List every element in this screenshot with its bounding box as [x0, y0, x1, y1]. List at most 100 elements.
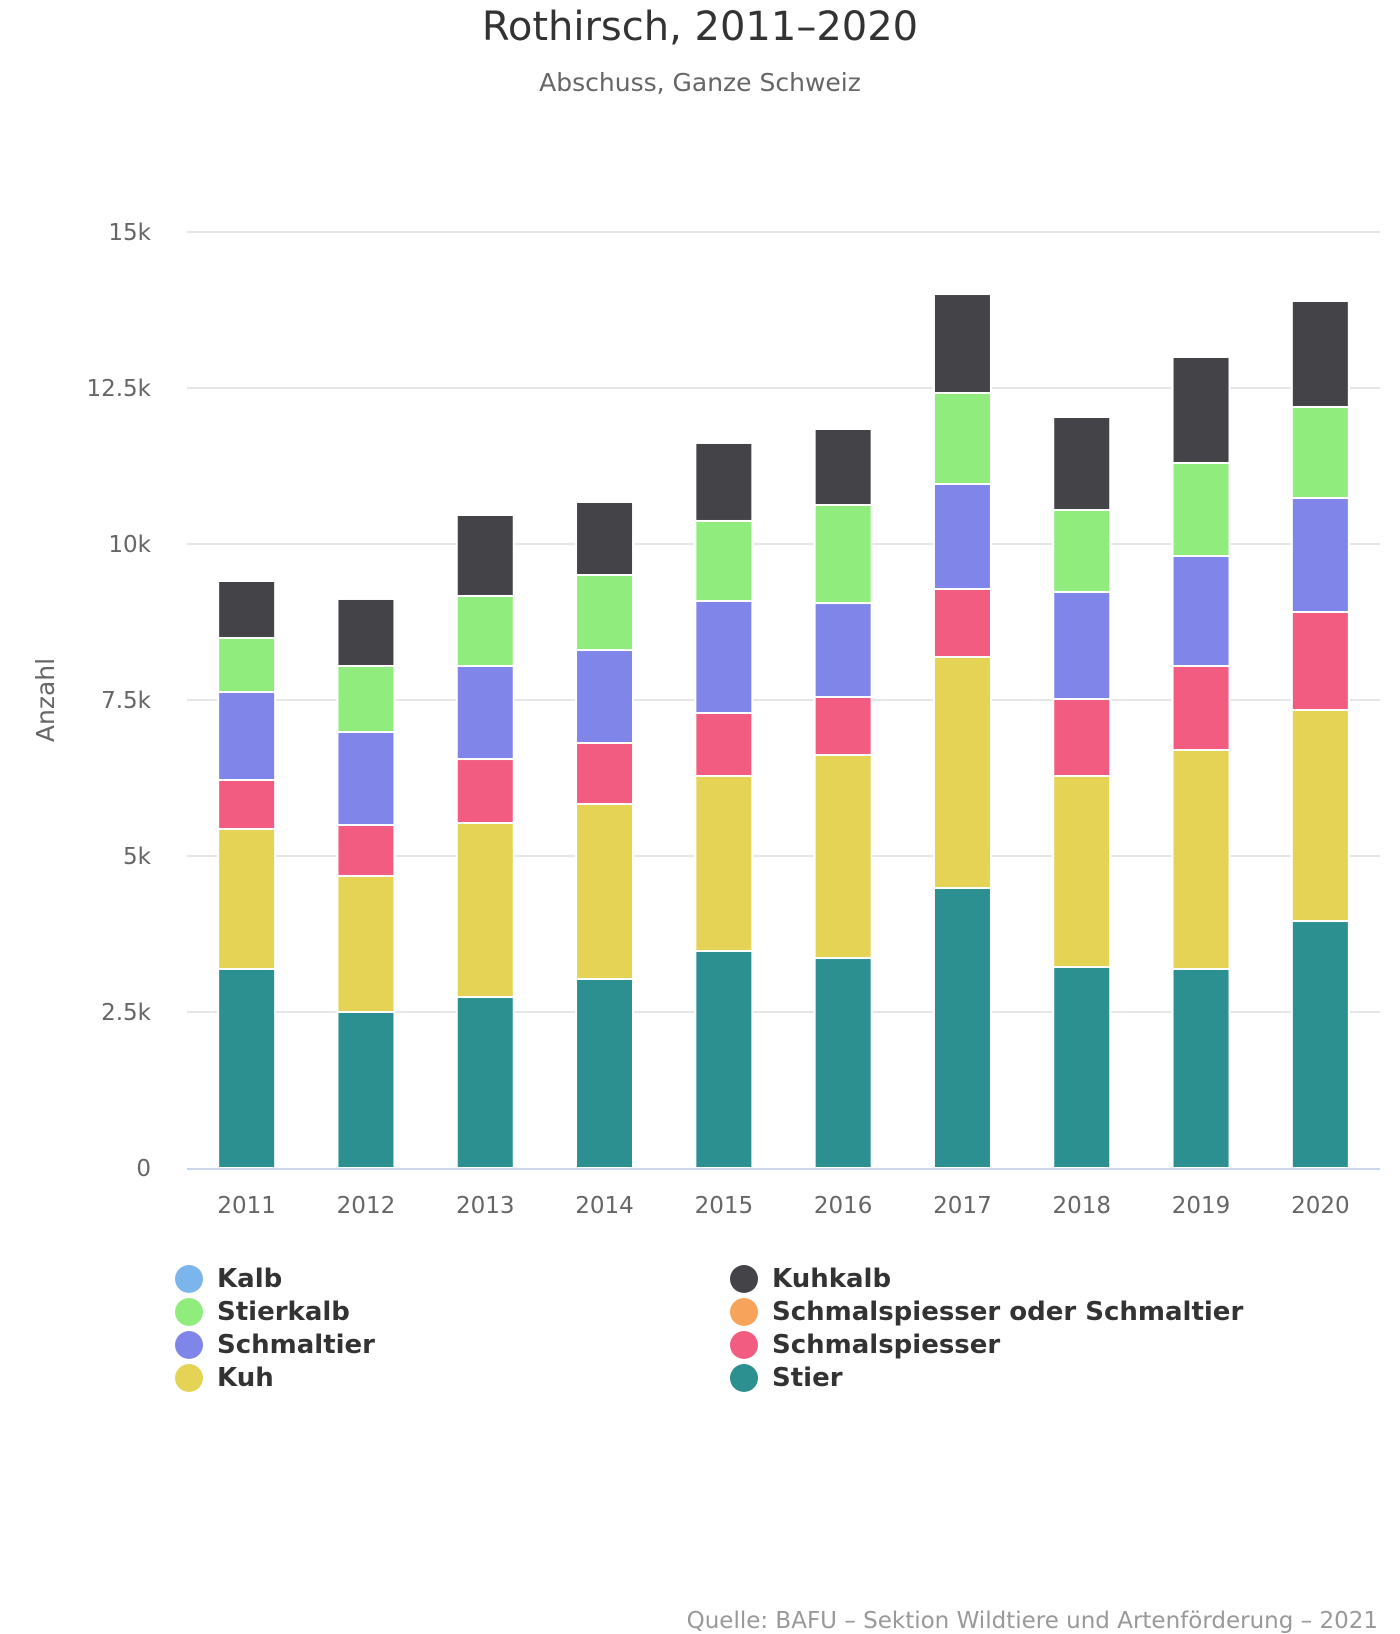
bar-segment-schmaltier[interactable] [455, 664, 515, 761]
bar-segment-kuhkalb[interactable] [1290, 300, 1350, 408]
bar-segment-stierkalb[interactable] [1290, 405, 1350, 500]
bar-segment-schmaltier[interactable] [1052, 590, 1112, 701]
x-tick-label: 2016 [814, 1193, 873, 1219]
legend-marker-icon [730, 1363, 758, 1392]
x-tick-label: 2015 [695, 1193, 754, 1219]
bar-segment-stierkalb[interactable] [455, 594, 515, 667]
bar-segment-stierkalb[interactable] [813, 504, 873, 605]
bar-segment-stierkalb[interactable] [217, 636, 277, 694]
bar-segment-kuhkalb[interactable] [575, 501, 635, 577]
bar-segment-kuhkalb[interactable] [813, 427, 873, 506]
legend-label: Schmaltier [217, 1329, 375, 1360]
bar-segment-stier[interactable] [336, 1011, 396, 1169]
bar-segment-schmalspiesser[interactable] [1290, 611, 1350, 711]
bar-stack-2018 [1052, 416, 1112, 1169]
legend-item-stierkalb[interactable]: Stierkalb [175, 1295, 350, 1328]
bar-segment-kuh[interactable] [813, 753, 873, 960]
bar-segment-schmalspiesser[interactable] [1052, 698, 1112, 778]
legend-item-schmalspiesser-oder-schmaltier[interactable]: Schmalspiesser oder Schmaltier [730, 1295, 1243, 1328]
legend-marker-icon [175, 1363, 203, 1392]
bar-segment-schmalspiesser[interactable] [694, 711, 754, 778]
legend-item-kuh[interactable]: Kuh [175, 1361, 274, 1394]
x-tick-label: 2018 [1052, 1193, 1111, 1219]
bar-segment-kuhkalb[interactable] [455, 513, 515, 597]
bar-segment-stier[interactable] [455, 996, 515, 1169]
y-tick-label: 0 [136, 1156, 151, 1182]
legend-label: Stierkalb [217, 1296, 350, 1327]
bar-segment-stier[interactable] [694, 949, 754, 1169]
legend-item-kalb[interactable]: Kalb [175, 1262, 282, 1295]
bar-segment-stier[interactable] [932, 887, 992, 1170]
bar-segment-kuhkalb[interactable] [1052, 416, 1112, 511]
legend-item-stier[interactable]: Stier [730, 1361, 843, 1394]
legend-label: Kalb [217, 1263, 283, 1294]
bar-segment-schmalspiesser[interactable] [1171, 664, 1231, 751]
x-tick-label: 2013 [456, 1193, 515, 1219]
bar-stacks [217, 293, 1350, 1170]
credits-link[interactable]: Quelle: BAFU – Sektion Wildtiere und Art… [686, 1608, 1378, 1634]
bar-segment-stier[interactable] [1052, 966, 1112, 1169]
bar-segment-kuh[interactable] [575, 803, 635, 980]
legend-item-kuhkalb[interactable]: Kuhkalb [730, 1262, 891, 1295]
legend-marker-icon [730, 1297, 758, 1326]
bar-segment-schmaltier[interactable] [694, 599, 754, 714]
bar-segment-schmaltier[interactable] [217, 691, 277, 781]
bar-segment-schmaltier[interactable] [575, 649, 635, 744]
bar-segment-schmalspiesser[interactable] [336, 823, 396, 878]
legend-marker-icon [175, 1264, 203, 1293]
bar-segment-stier[interactable] [1171, 968, 1231, 1170]
bar-segment-stier[interactable] [813, 957, 873, 1169]
bar-segment-schmaltier[interactable] [932, 482, 992, 590]
legend-item-schmalspiesser[interactable]: Schmalspiesser [730, 1328, 1000, 1361]
legend-marker-icon [730, 1330, 758, 1359]
y-axis-title: Anzahl [31, 658, 60, 742]
bar-segment-stierkalb[interactable] [932, 391, 992, 485]
bar-segment-kuh[interactable] [1171, 748, 1231, 971]
y-tick-label: 7.5k [101, 688, 152, 714]
x-tick-label: 2019 [1172, 1193, 1231, 1219]
bar-segment-kuhkalb[interactable] [694, 441, 754, 522]
bar-segment-schmalspiesser[interactable] [932, 587, 992, 659]
bar-segment-stier[interactable] [575, 977, 635, 1170]
bar-stack-2012 [336, 597, 396, 1169]
bar-segment-kuhkalb[interactable] [336, 597, 396, 667]
bar-segment-kuh[interactable] [455, 821, 515, 999]
bar-segment-stierkalb[interactable] [694, 519, 754, 602]
bar-segment-stier[interactable] [217, 967, 277, 1169]
chart-subtitle: Abschuss, Ganze Schweiz [539, 68, 861, 97]
bar-segment-schmaltier[interactable] [336, 731, 396, 826]
bar-segment-schmalspiesser[interactable] [575, 741, 635, 806]
bar-segment-kuh[interactable] [1052, 775, 1112, 969]
legend-label: Kuhkalb [772, 1263, 892, 1294]
x-tick-label: 2012 [337, 1193, 396, 1219]
bar-segment-stierkalb[interactable] [575, 574, 635, 652]
bar-segment-stierkalb[interactable] [1052, 508, 1112, 593]
bar-segment-kuhkalb[interactable] [217, 580, 277, 639]
bar-segment-stierkalb[interactable] [1171, 462, 1231, 557]
bar-segment-schmaltier[interactable] [813, 602, 873, 699]
y-tick-label: 10k [108, 532, 151, 558]
bar-segment-stier[interactable] [1290, 920, 1350, 1170]
x-tick-label: 2017 [933, 1193, 992, 1219]
chart-title: Rothirsch, 2011–2020 [481, 4, 919, 50]
bar-segment-schmalspiesser[interactable] [813, 696, 873, 756]
bar-stack-2014 [575, 501, 635, 1170]
bar-segment-stierkalb[interactable] [336, 664, 396, 734]
bar-segment-schmaltier[interactable] [1290, 497, 1350, 614]
legend-item-schmaltier[interactable]: Schmaltier [175, 1328, 375, 1361]
bar-segment-kuhkalb[interactable] [1171, 355, 1231, 465]
bar-segment-kuh[interactable] [217, 827, 277, 970]
bar-stack-2017 [932, 293, 992, 1170]
bar-segment-kuh[interactable] [694, 775, 754, 952]
bar-segment-schmalspiesser[interactable] [217, 778, 277, 830]
bar-segment-schmaltier[interactable] [1171, 554, 1231, 667]
x-tick-label: 2011 [217, 1193, 276, 1219]
bar-segment-kuh[interactable] [1290, 708, 1350, 923]
bar-segment-kuh[interactable] [336, 875, 396, 1013]
bar-segment-kuhkalb[interactable] [932, 293, 992, 394]
bar-segment-kuh[interactable] [932, 656, 992, 890]
legend-marker-icon [175, 1297, 203, 1326]
y-tick-label: 15k [108, 220, 151, 246]
bar-segment-schmalspiesser[interactable] [455, 758, 515, 824]
